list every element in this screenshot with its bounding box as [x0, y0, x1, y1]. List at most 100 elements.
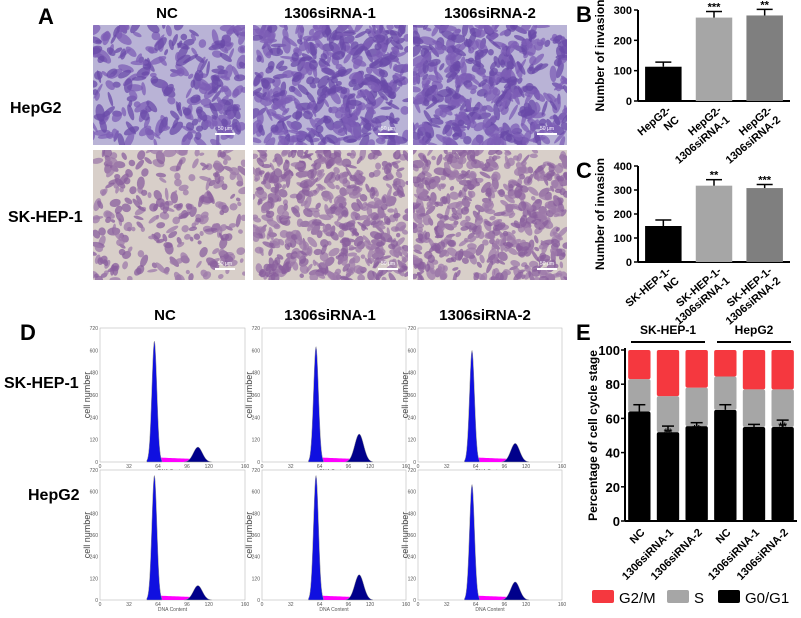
- cell: [314, 118, 322, 123]
- cell: [256, 110, 264, 125]
- cell: [307, 223, 314, 232]
- cell: [182, 189, 189, 196]
- cell: [460, 61, 467, 77]
- cell: [476, 261, 482, 268]
- y-tick-label: 40: [606, 446, 620, 461]
- cell: [268, 226, 274, 241]
- cell: [413, 96, 421, 114]
- cell: [181, 225, 189, 233]
- cell: [392, 212, 401, 219]
- cell: [380, 77, 389, 89]
- cell: [106, 47, 116, 56]
- cell: [97, 55, 105, 64]
- cell: [447, 47, 453, 54]
- cell: [467, 190, 473, 199]
- cell: [200, 162, 207, 167]
- cell: [191, 118, 199, 126]
- cell: [463, 237, 470, 243]
- cell: [206, 257, 218, 268]
- cell: [367, 201, 377, 207]
- bar-segment-s: [685, 387, 708, 427]
- g0g1-peak: [464, 349, 480, 463]
- cell: [547, 162, 555, 169]
- cell: [524, 88, 535, 104]
- x-tick-label: SK-HEP-1-NC: [623, 265, 681, 320]
- cell: [440, 183, 447, 188]
- cell: [122, 261, 128, 270]
- cell: [154, 37, 167, 51]
- cell: [127, 104, 135, 121]
- bar-segment-s: [656, 396, 680, 433]
- cell: [446, 156, 453, 165]
- cell: [292, 261, 299, 271]
- cell: [335, 192, 350, 199]
- cell: [454, 250, 464, 261]
- cell: [170, 190, 178, 199]
- cell: [332, 271, 340, 280]
- cell: [413, 131, 421, 140]
- cell: [136, 176, 145, 190]
- cell: [285, 261, 290, 271]
- x-tick-label: HepG2-NC: [636, 104, 682, 149]
- cell: [491, 219, 503, 226]
- cell: [475, 29, 486, 38]
- cell: [308, 59, 318, 70]
- cell: [149, 203, 158, 212]
- cell: [155, 172, 167, 178]
- significance-mark: ***: [748, 425, 762, 437]
- cell: [498, 230, 504, 238]
- cell: [437, 263, 446, 272]
- col-header-sirna2: 1306siRNA-2: [444, 5, 536, 22]
- cell: [508, 52, 516, 67]
- cell: [228, 223, 237, 228]
- histogram-plot: 0 120 240 360 480 600 720 0 32 64 96 120 160 DNA Cont…: [244, 468, 410, 613]
- cell: [258, 124, 264, 133]
- cell: [520, 25, 532, 33]
- cell: [511, 230, 516, 235]
- cell: [503, 183, 510, 191]
- cell: [255, 226, 266, 234]
- cell: [190, 79, 196, 89]
- cell: [424, 263, 431, 272]
- cell: [493, 155, 501, 160]
- cell: [521, 274, 526, 280]
- cell: [356, 215, 369, 221]
- scale-bar: [537, 133, 557, 135]
- cell: [269, 242, 274, 247]
- x-tick-label: 0: [261, 464, 264, 470]
- cell: [123, 221, 133, 231]
- cell: [358, 266, 365, 271]
- cell: [147, 25, 160, 34]
- cell: [508, 212, 516, 219]
- cell: [200, 269, 208, 277]
- cell: [175, 159, 183, 172]
- cell: [137, 150, 146, 161]
- cell: [287, 242, 293, 248]
- bar-segment-g2m: [714, 350, 737, 377]
- cell: [560, 151, 567, 161]
- y-tick-label: 100: [614, 233, 632, 245]
- cell: [388, 91, 397, 100]
- cell: [253, 137, 262, 144]
- plot-frame: [417, 469, 563, 601]
- cell: [461, 25, 469, 37]
- group-label: SK-HEP-1: [640, 323, 696, 337]
- cell: [353, 235, 364, 247]
- cell: [148, 235, 156, 240]
- cell: [309, 117, 318, 130]
- cell: [434, 201, 439, 207]
- cell: [238, 32, 245, 45]
- cell: [346, 252, 358, 257]
- cell: [540, 135, 551, 145]
- cell: [365, 66, 373, 75]
- cell: [261, 79, 270, 89]
- cell: [98, 49, 112, 64]
- cell: [295, 193, 303, 201]
- cell: [327, 87, 336, 95]
- cell: [531, 199, 543, 212]
- cell: [538, 193, 553, 201]
- cell: [423, 110, 433, 124]
- cell: [377, 90, 388, 101]
- cell: [158, 56, 167, 66]
- cell: [405, 180, 408, 186]
